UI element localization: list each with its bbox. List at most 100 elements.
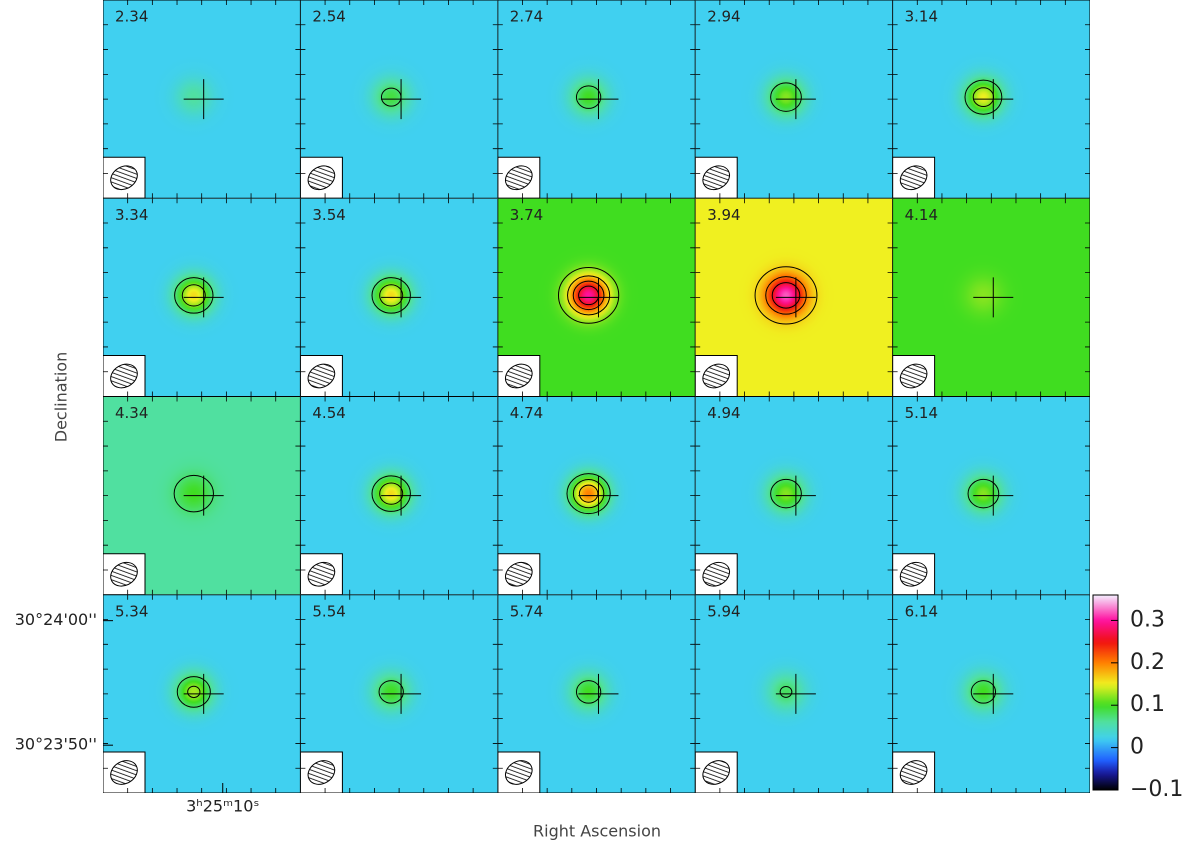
panel-label: 5.94	[707, 602, 740, 620]
panel-label: 5.14	[905, 404, 938, 422]
source-cross	[578, 475, 619, 516]
contour	[371, 475, 411, 512]
contour	[379, 284, 404, 307]
source-cross	[775, 79, 816, 120]
minor-tick	[497, 594, 696, 793]
minor-tick	[103, 198, 301, 397]
minor-tick	[103, 0, 301, 199]
minor-tick	[103, 0, 301, 199]
panel: 2.94	[695, 0, 893, 199]
minor-tick	[892, 594, 1090, 793]
minor-tick	[103, 198, 301, 397]
panel-label: 5.54	[312, 602, 345, 620]
minor-tick	[695, 0, 893, 199]
emission-peak	[339, 243, 444, 348]
x-tick-label: 3ʰ25ᵐ10ˢ	[186, 797, 259, 816]
minor-tick	[103, 594, 301, 793]
minor-tick	[695, 594, 893, 793]
minor-tick	[300, 0, 498, 199]
minor-tick	[103, 0, 301, 199]
minor-tick	[695, 396, 893, 595]
panel: 5.54	[300, 594, 498, 793]
minor-tick	[892, 198, 1090, 397]
minor-tick	[695, 594, 893, 793]
minor-tick	[892, 594, 1090, 793]
minor-tick	[892, 0, 1090, 199]
minor-tick	[300, 594, 498, 793]
minor-tick	[892, 198, 1090, 397]
minor-tick	[497, 396, 696, 595]
panel-label: 3.14	[905, 8, 938, 26]
minor-tick	[300, 594, 498, 793]
minor-tick	[695, 198, 893, 397]
beam	[702, 165, 731, 191]
source-cross	[183, 475, 224, 516]
emission-peak	[536, 441, 641, 546]
minor-tick	[497, 594, 696, 793]
panel: 5.94	[695, 594, 893, 793]
source-cross	[973, 277, 1014, 318]
minor-tick	[103, 198, 301, 397]
minor-tick	[300, 594, 498, 793]
panel-label: 4.54	[312, 404, 345, 422]
contour	[765, 276, 807, 315]
minor-tick	[497, 396, 696, 595]
minor-tick	[300, 198, 498, 397]
panel-label: 2.54	[312, 8, 345, 26]
colorbar-tick-label: 0	[1130, 735, 1144, 760]
minor-tick	[497, 594, 696, 793]
beam	[307, 561, 336, 587]
colorbar-tick-label: 0.2	[1130, 650, 1165, 675]
minor-tick	[497, 396, 696, 595]
panel-label: 3.94	[707, 206, 740, 224]
minor-tick	[497, 594, 696, 793]
minor-tick	[300, 198, 498, 397]
panel-label: 4.74	[510, 404, 543, 422]
minor-tick	[300, 0, 498, 199]
minor-tick	[695, 396, 893, 595]
colorbar-tick-label: 0.3	[1130, 607, 1165, 632]
contour	[371, 277, 411, 314]
minor-tick	[300, 198, 498, 397]
minor-tick	[497, 198, 696, 397]
minor-tick	[497, 594, 696, 793]
contour	[771, 282, 801, 309]
beam	[899, 760, 928, 785]
beam	[504, 561, 533, 587]
panel: 2.34	[103, 0, 301, 199]
minor-tick	[103, 198, 301, 397]
minor-tick	[103, 396, 301, 595]
minor-tick	[695, 594, 893, 793]
minor-tick	[695, 0, 893, 199]
minor-tick	[300, 594, 498, 793]
source-cross	[973, 673, 1014, 714]
source-cross	[183, 673, 224, 714]
beam	[899, 363, 928, 389]
minor-tick	[103, 594, 301, 793]
beam	[504, 363, 533, 389]
source-cross	[183, 79, 224, 120]
beam	[702, 363, 731, 389]
minor-tick	[695, 396, 893, 595]
emission-peak	[141, 639, 246, 744]
panel: 4.74	[497, 396, 696, 595]
minor-tick	[300, 594, 498, 793]
minor-tick	[300, 0, 498, 199]
panel: 5.34	[103, 594, 301, 793]
beam	[110, 165, 138, 191]
minor-tick	[497, 0, 696, 199]
panel-label: 5.74	[510, 602, 543, 620]
panel: 3.74	[497, 198, 696, 397]
minor-tick	[695, 396, 893, 595]
panel-label: 2.34	[115, 8, 148, 26]
beam	[504, 760, 533, 785]
minor-tick	[892, 198, 1090, 397]
panel: 6.14	[892, 594, 1090, 793]
minor-tick	[497, 0, 696, 199]
emission-peak	[734, 45, 839, 150]
minor-tick	[695, 0, 893, 199]
emission-peak	[931, 243, 1036, 348]
beam	[702, 561, 731, 587]
minor-tick	[892, 198, 1090, 397]
